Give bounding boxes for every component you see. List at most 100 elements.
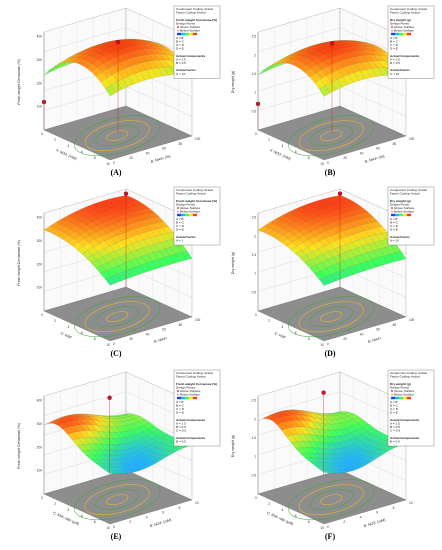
- legend-text: Actual Components: [390, 436, 419, 440]
- contour-floor: [257, 286, 407, 342]
- legend-color-bar: [399, 32, 403, 36]
- legend-color-bar: [193, 213, 197, 217]
- design-point: [329, 41, 335, 46]
- legend-text: Factor Coding: Actual: [176, 11, 206, 15]
- legend-text: Design Points: [390, 385, 410, 389]
- legend-color-bar: [399, 213, 403, 217]
- x-axis-title: X: NO3- (mM): [55, 148, 77, 161]
- legend-text: C = 0.5: [390, 429, 400, 433]
- x-axis-title: C: KNF: [274, 331, 287, 340]
- legend-marker: [391, 26, 393, 28]
- legend-text: A = 1.5: [390, 421, 400, 425]
- legend-text: Factor Coding: Actual: [176, 192, 206, 196]
- x-tick-label: 10: [106, 343, 110, 347]
- contour-line: [106, 130, 129, 141]
- panel-label: (C): [110, 349, 122, 358]
- legend-text: Above Surface: [180, 206, 201, 210]
- legend-color-bar: [391, 32, 395, 36]
- panel-label: (B): [324, 168, 336, 177]
- y-tick-label: 20: [129, 337, 133, 341]
- y-tick-label: 80: [179, 323, 183, 327]
- x-tick-label: 2: [268, 138, 270, 142]
- x-tick-label: 8: [308, 337, 310, 341]
- legend-text: Component Coding: Actual: [390, 7, 427, 11]
- x-tick-label: 6: [81, 150, 83, 154]
- legend-text: B = C: [176, 220, 185, 224]
- y-tick-label: 40: [360, 151, 364, 155]
- legend-text: Dry weight (g): [390, 382, 411, 386]
- contour-floor: [43, 286, 193, 342]
- z-tick-label: 400: [37, 399, 43, 403]
- x-tick-label: 8: [94, 520, 96, 524]
- grid-line: [43, 27, 193, 58]
- legend-text: Actual Factor: [176, 68, 197, 72]
- y-axis-title: B: NH4+ (%): [364, 154, 385, 164]
- x-axis-title: X: NO3- (mM): [269, 148, 291, 161]
- contour-line: [320, 311, 343, 322]
- x-tick-label: 4: [282, 144, 284, 148]
- legend-text: B = C: [176, 403, 185, 407]
- legend-marker: [177, 29, 179, 32]
- z-tick-label: 2.5: [252, 216, 257, 220]
- x-tick-label: 4: [282, 325, 284, 329]
- legend-text: Actual Components: [176, 54, 205, 58]
- legend-box: [387, 369, 435, 447]
- x-tick-label: 4: [282, 508, 284, 512]
- z-axis-title: Dry weight (g): [231, 71, 235, 93]
- contour-line: [74, 296, 161, 338]
- legend-color-bar: [395, 396, 399, 400]
- y-tick-label: 20: [129, 156, 133, 160]
- x-tick-label: 2: [54, 138, 56, 142]
- x-axis-title: C: KNF: [60, 331, 73, 340]
- contour-line: [84, 484, 150, 516]
- x-tick-label: 8: [308, 520, 310, 524]
- y-tick-label: 100: [409, 318, 415, 322]
- legend-text: Below Surface: [180, 29, 200, 33]
- x-tick-label: 4: [68, 144, 70, 148]
- legend-text: Below Surface: [180, 393, 200, 397]
- x-tick-label: 6: [81, 514, 83, 518]
- response-surface: [257, 40, 407, 97]
- y-tick-label: 4: [360, 515, 362, 519]
- legend-color-bar: [391, 396, 395, 400]
- x-tick-label: 4: [68, 508, 70, 512]
- legend-text: Component Coding: Actual: [176, 371, 213, 375]
- legend-text: D = E: [390, 47, 398, 51]
- surface-cell: [319, 276, 330, 286]
- y-tick-label: 10: [195, 501, 199, 505]
- legend-text: Above Surface: [394, 25, 415, 29]
- legend-color-bar: [177, 396, 181, 400]
- legend-text: A = B: [176, 400, 183, 404]
- legend-text: C = D: [176, 407, 185, 411]
- legend-text: A = 1: [176, 238, 183, 242]
- legend-text: D = E: [176, 47, 184, 51]
- surface-cell: [319, 468, 331, 473]
- legend-text: A = B: [390, 36, 397, 40]
- design-points: [321, 390, 326, 475]
- legend-text: Below Surface: [394, 393, 414, 397]
- grid-line: [257, 27, 407, 58]
- legend-box: [173, 369, 221, 447]
- legend-text: B = C: [390, 39, 399, 43]
- legend-text: Design Points: [176, 21, 196, 25]
- y-axis-title: B: NH4+ (%): [150, 154, 171, 164]
- y-axis-title: B: NO3- (mM): [149, 518, 172, 528]
- x-tick-label: 8: [308, 156, 310, 160]
- legend-text: Design Points: [176, 385, 196, 389]
- legend-text: C = D: [390, 224, 399, 228]
- z-tick-label: 200: [37, 81, 43, 85]
- legend-text: Above Surface: [180, 389, 201, 393]
- legend-color-bar: [189, 32, 193, 36]
- legend-text: B = 0.5: [176, 61, 186, 65]
- legend-text: Actual Components: [176, 418, 205, 422]
- legend-text: Fresh weight Cercaceae (%): [176, 199, 217, 203]
- legend-marker: [391, 210, 393, 213]
- legend-text: C = D: [390, 43, 399, 47]
- floor-plane: [257, 286, 407, 342]
- y-tick-label: 8: [393, 506, 395, 510]
- legend-color-bar: [177, 213, 181, 217]
